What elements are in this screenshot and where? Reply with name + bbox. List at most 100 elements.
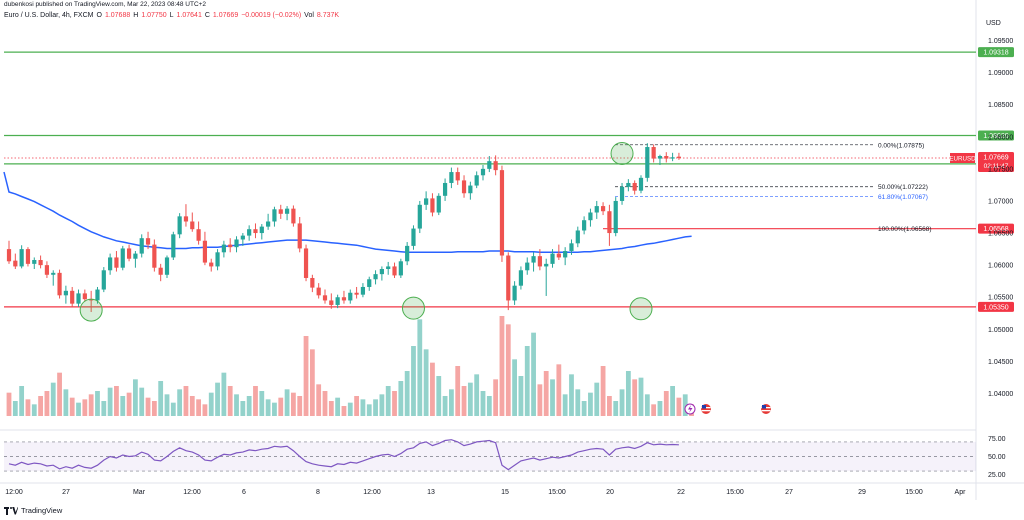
volume-bar [322, 391, 328, 416]
candle-body [114, 257, 119, 268]
flag-canton-icon [702, 405, 706, 409]
moving-average-line [3, 171, 692, 254]
candle-body [145, 238, 151, 245]
horizontal-levels[interactable]: 1.093181.080201.075771.065681.05350EURUS… [4, 47, 1014, 312]
candle-body [82, 293, 87, 300]
candle-body [544, 263, 549, 267]
flag-stripe-icon [701, 410, 711, 412]
high-label: H [133, 12, 139, 19]
symbol-name[interactable]: Euro / U.S. Dollar, 4h, FXCM [4, 12, 94, 19]
candle-body [670, 157, 675, 159]
candle-body [676, 156, 682, 158]
volume-bar [354, 396, 359, 416]
price-chart[interactable]: 1.093181.080201.075771.065681.05350EURUS… [0, 0, 1024, 500]
candle-body [164, 257, 170, 275]
candle-body [247, 229, 252, 236]
volume-bar [234, 394, 239, 416]
candle-body [512, 285, 517, 301]
publisher-text: dubenkosi published on TradingView.com, … [4, 1, 207, 8]
candle-body [209, 262, 214, 267]
candle-body [272, 209, 277, 222]
time-axis[interactable]: 12:00 27 Mar 12:00 6 8 12:00 13 15 15:00 20 22 15:00… [5, 489, 966, 496]
candle-body [221, 244, 226, 253]
volume-value: 8.737K [316, 12, 340, 19]
highlight-circle [79, 298, 103, 322]
volume-bar [430, 362, 435, 416]
candle-body [25, 249, 31, 264]
volume-bar [215, 382, 220, 416]
volume-bar [556, 364, 562, 416]
volume-bar [613, 401, 619, 416]
candle-body [234, 239, 239, 248]
volume-bar [272, 402, 277, 416]
candle-body [461, 180, 467, 194]
level-price-label: 1.05350 [983, 304, 1008, 311]
candle-body [126, 248, 132, 259]
candle-body [657, 156, 663, 159]
time-tick-label: 8 [316, 489, 320, 496]
volume-bar [114, 386, 119, 416]
event-markers[interactable] [684, 403, 771, 415]
candle-body [139, 238, 144, 254]
price-tick-label: 1.04500 [988, 359, 1013, 366]
brand-name[interactable]: TradingView [21, 506, 63, 515]
fibonacci-retracement[interactable]: 0.00%(1.07875) 50.00%(1.07222) 61.80%(1.07… [615, 142, 932, 233]
volume-bar [625, 371, 631, 416]
price-tick-label: 1.04000 [988, 391, 1013, 398]
candle-body [57, 272, 62, 296]
volume-bar [246, 396, 252, 416]
volume-bar [133, 379, 138, 416]
fib-level-label: 61.80%(1.07067) [878, 194, 928, 201]
volume-bar [474, 374, 480, 416]
time-tick-label: Apr [955, 489, 967, 496]
candle-body [664, 156, 669, 159]
close-value: 1.07669 [212, 12, 239, 19]
volume-bar [196, 399, 201, 416]
candle-body [316, 287, 321, 296]
volume-bar [644, 394, 650, 416]
volume-bar [38, 396, 43, 416]
candle-body [525, 262, 530, 271]
candle-body [487, 161, 492, 169]
volume-bar [253, 386, 258, 416]
volume-bar [170, 402, 176, 416]
volume-bar [398, 381, 404, 416]
candle-body [506, 255, 511, 301]
fib-level-label: 50.00%(1.07222) [878, 184, 928, 191]
volume-bar [76, 402, 81, 416]
volume-bar [499, 316, 505, 416]
volume-bar [581, 401, 587, 416]
rsi-pane[interactable]: 75.00 50.00 25.00 [4, 436, 1006, 479]
time-tick-label: Mar [133, 489, 146, 496]
open-label: O [96, 12, 102, 19]
volume-bar [183, 386, 189, 416]
volume-bar [25, 399, 31, 416]
price-tick-label: 1.07500 [988, 166, 1013, 173]
volume-bar [360, 399, 366, 416]
price-axis[interactable]: 1.09500 1.09000 1.08500 1.08000 1.07500 1.070… [988, 38, 1013, 398]
candle-body [253, 229, 258, 234]
current-price-tag [978, 152, 1014, 173]
currency-label: USD [986, 20, 1001, 27]
candle-body [569, 243, 574, 252]
candle-body [133, 253, 138, 259]
volume-bar [569, 374, 574, 416]
rsi-tick-label: 50.00 [988, 454, 1006, 461]
low-label: L [169, 12, 174, 19]
candle-body [442, 182, 448, 196]
candle-body [108, 257, 113, 271]
candle-body [171, 234, 176, 258]
candle-body [51, 272, 56, 275]
rsi-line [8, 439, 679, 471]
time-tick-label: 12:00 [363, 489, 381, 496]
candle-body [563, 251, 568, 258]
candle-body [266, 221, 271, 227]
volume-bar [461, 386, 467, 416]
price-tick-label: 1.09500 [988, 38, 1013, 45]
volume-bar [663, 391, 669, 416]
close-label: C [204, 12, 210, 19]
level-price-label: 1.08020 [983, 133, 1008, 140]
candle-body [468, 185, 473, 194]
candle-body [392, 266, 397, 276]
candle-body [480, 168, 486, 176]
